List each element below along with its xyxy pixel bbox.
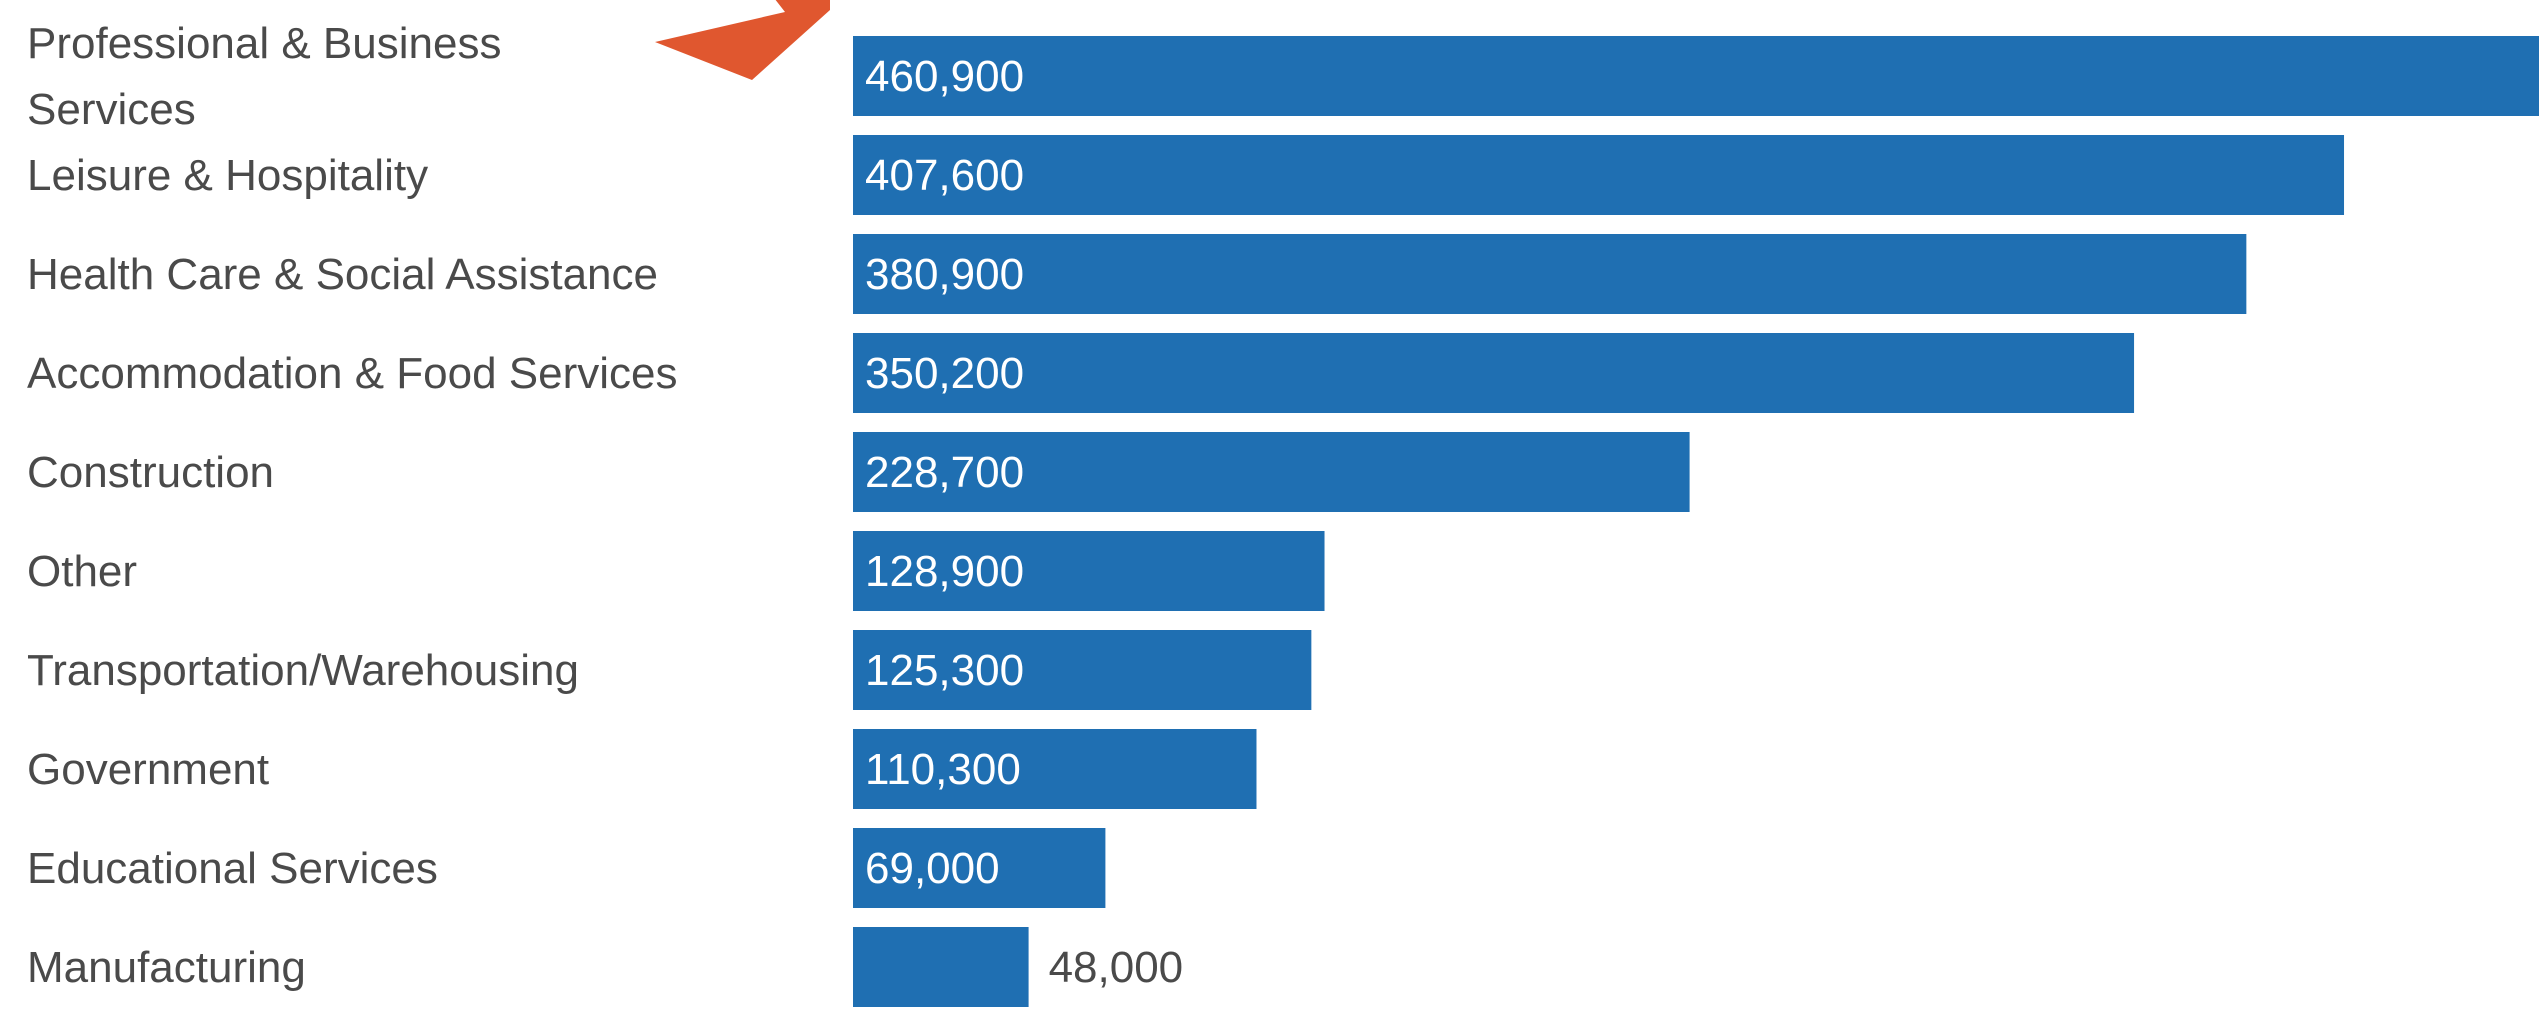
category-label-leisure-hospitality: Leisure & Hospitality [27, 151, 428, 200]
category-label-other: Other [27, 547, 137, 596]
value-label-transportation-warehousing: 125,300 [865, 646, 1024, 695]
value-label-accommodation-food-services: 350,200 [865, 349, 1024, 398]
value-label-leisure-hospitality: 407,600 [865, 151, 1024, 200]
category-label-health-care-social-assistance: Health Care & Social Assistance [27, 250, 658, 299]
value-labels: 460,900 407,600 380,900 350,200 228,700 128,9… [865, 52, 1183, 992]
category-labels: Professional & Business Services Leisure &… [27, 19, 678, 992]
bar-health-care-social-assistance [853, 234, 2247, 314]
value-label-government: 110,300 [865, 745, 1021, 794]
category-label-transportation-warehousing: Transportation/Warehousing [27, 646, 579, 695]
bar-construction [853, 432, 1690, 512]
annotation-arrow-icon [655, 0, 830, 80]
bar-transportation-warehousing [853, 630, 1312, 710]
value-label-educational-services: 69,000 [865, 844, 1000, 893]
bar-educational-services [853, 828, 1106, 908]
bar-other [853, 531, 1325, 611]
bar-accommodation-food-services [853, 333, 2135, 413]
category-label-accommodation-food-services: Accommodation & Food Services [27, 349, 678, 398]
value-label-health-care-social-assistance: 380,900 [865, 250, 1024, 299]
category-label-educational-services: Educational Services [27, 844, 438, 893]
category-label-government: Government [27, 745, 269, 794]
value-label-other: 128,900 [865, 547, 1024, 596]
value-label-construction: 228,700 [865, 448, 1024, 497]
annotation-arrow [655, 0, 830, 80]
bar-professional-business-services [853, 36, 2539, 116]
bars [853, 36, 2539, 1007]
value-label-professional-business-services: 460,900 [865, 52, 1024, 101]
value-label-manufacturing: 48,000 [1049, 943, 1184, 992]
bar-manufacturing [853, 927, 1029, 1007]
category-label-manufacturing: Manufacturing [27, 943, 306, 992]
category-label-professional-business-services: Professional & Business Services [27, 19, 501, 134]
bar-leisure-hospitality [853, 135, 2345, 215]
category-label-construction: Construction [27, 448, 274, 497]
bar-government [853, 729, 1257, 809]
